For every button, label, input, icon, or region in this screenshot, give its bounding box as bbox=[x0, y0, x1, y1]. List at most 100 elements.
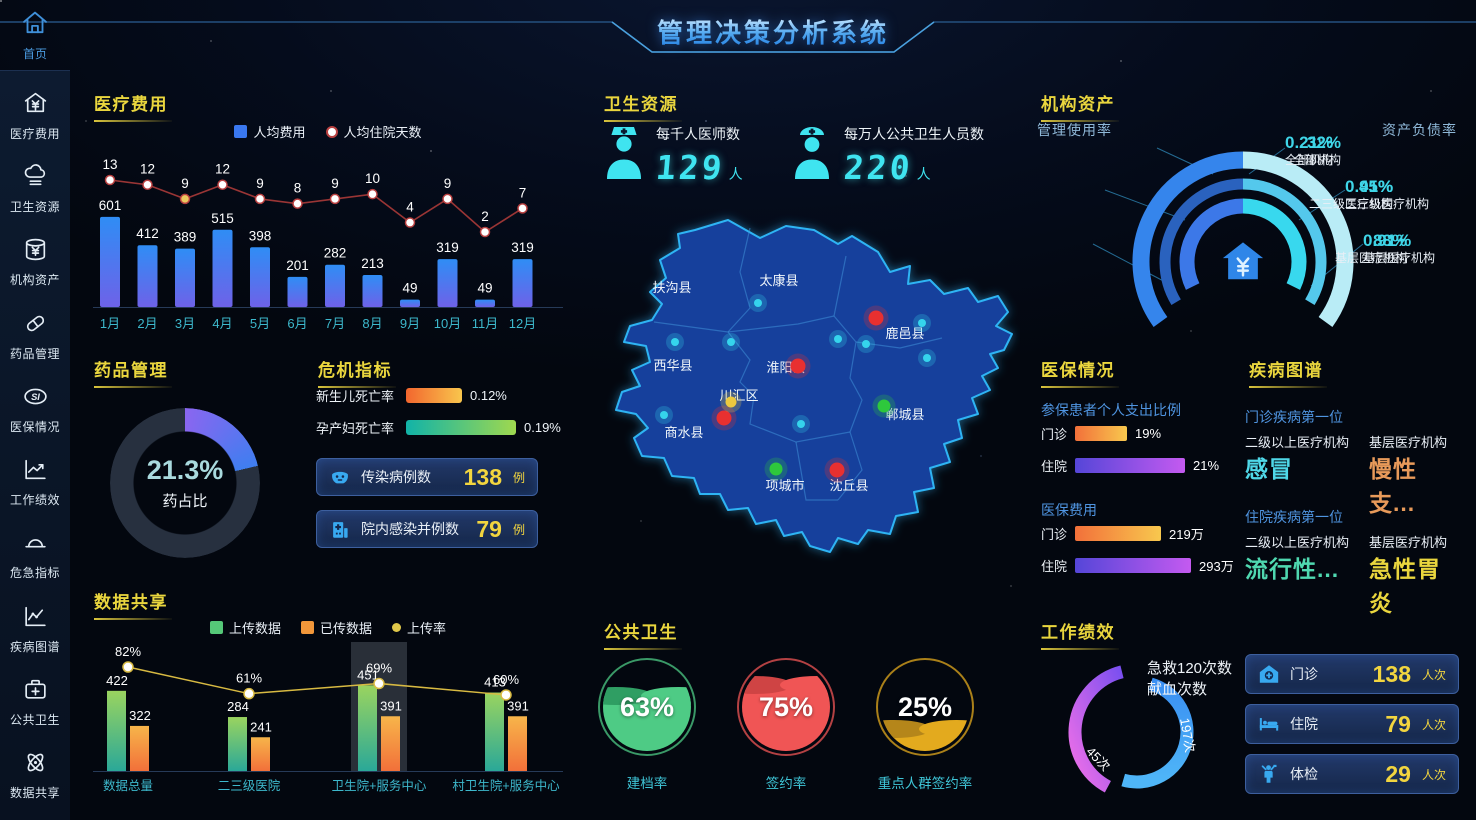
line-point-3月[interactable] bbox=[179, 193, 191, 205]
line-point-8月[interactable] bbox=[367, 188, 378, 200]
line-point-11月[interactable] bbox=[479, 226, 491, 238]
map-marker-cyan-0[interactable] bbox=[754, 299, 762, 307]
sidebar-item-4[interactable]: SI 医保情况 bbox=[0, 383, 70, 435]
arc-急救120次数[interactable] bbox=[1068, 665, 1124, 793]
crisis-card-1[interactable]: 院内感染并例数 79 例 bbox=[316, 510, 538, 548]
panel-org-assets: 机构资产 管理使用率 资产负债率 32% 全部机构 45% 二三级医疗机构 88% 基层医… bbox=[1035, 86, 1461, 346]
bar-upload-2[interactable] bbox=[358, 685, 377, 771]
data-share-chart[interactable]: 422322数据总量284241二三级医院451391卫生院+服务中心41339… bbox=[93, 638, 563, 812]
drug-ratio-donut[interactable] bbox=[110, 408, 260, 558]
bar-2月[interactable] bbox=[137, 245, 158, 307]
map-marker-cyan-5[interactable] bbox=[918, 319, 926, 327]
perf-card-0[interactable]: 门诊 138 人次 bbox=[1245, 654, 1459, 694]
assets-right-title: 资产负债率 bbox=[1382, 122, 1457, 138]
line-point-9月[interactable] bbox=[404, 217, 416, 228]
legend-item-line[interactable]: 人均住院天数 bbox=[325, 122, 422, 141]
map-marker-red-3[interactable] bbox=[829, 462, 845, 478]
map-marker-cyan-8[interactable] bbox=[797, 420, 805, 428]
legend-item-line[interactable]: 上传率 bbox=[392, 618, 446, 637]
legend-swatch bbox=[300, 621, 314, 634]
legend-item-1[interactable]: 已传数据 bbox=[300, 618, 372, 637]
work-performance-legend: 急救120次数 献血次数 bbox=[1147, 658, 1232, 700]
assets-item-label: 全部机构 bbox=[1285, 153, 1334, 168]
assets-gauge-chart[interactable] bbox=[1035, 94, 1461, 346]
map-marker-red-1[interactable] bbox=[790, 358, 806, 374]
line-point-2月[interactable] bbox=[142, 179, 153, 190]
bar-upload-1[interactable] bbox=[228, 717, 247, 771]
bar-1月[interactable] bbox=[100, 216, 120, 307]
bar-5月[interactable] bbox=[250, 247, 270, 307]
sidebar-item-1[interactable]: 卫生资源 bbox=[0, 163, 70, 215]
panel-medical-fee: 医疗费用 人均费用 人均住院天数 601 1月 412 2月 389 3月 515 4月 398 5… bbox=[88, 86, 568, 342]
map-marker-red-0[interactable] bbox=[868, 310, 884, 326]
bar-transferred-3[interactable] bbox=[508, 716, 527, 771]
sidebar-item-3[interactable]: 药品管理 bbox=[0, 310, 70, 362]
county-border-5 bbox=[855, 337, 943, 349]
medical-fee-chart[interactable]: 6011月4122月3893月5154月3985月2016月2827月2138月… bbox=[93, 138, 563, 340]
rate-point-0[interactable] bbox=[122, 661, 134, 673]
map-marker-cyan-4[interactable] bbox=[862, 340, 870, 348]
panel-health-resource: 卫生资源 每千人医师数 129 人每万人公共卫生人员数 220 人 bbox=[598, 86, 1028, 202]
rate-point-3[interactable] bbox=[500, 689, 512, 701]
bar-11月[interactable] bbox=[475, 299, 495, 307]
sidebar-item-2[interactable]: 机构资产 bbox=[0, 236, 70, 288]
bar-upload-0[interactable] bbox=[107, 690, 126, 771]
bar-6月[interactable] bbox=[287, 276, 308, 307]
sidebar-item-7[interactable]: 疾病图谱 bbox=[0, 603, 70, 655]
sidebar-item-5[interactable]: 工作绩效 bbox=[0, 456, 70, 508]
line-point-6月[interactable] bbox=[292, 198, 303, 209]
map-marker-green-0[interactable] bbox=[877, 399, 891, 413]
legend-item-bar[interactable]: 人均费用 bbox=[234, 122, 306, 141]
rate-point-2[interactable] bbox=[373, 677, 385, 690]
crisis-card-0[interactable]: 传染病例数 138 例 bbox=[316, 458, 538, 496]
bar-transferred-0[interactable] bbox=[130, 725, 149, 771]
line-point-5月[interactable] bbox=[254, 193, 266, 205]
map-marker-cyan-2[interactable] bbox=[727, 338, 735, 346]
legend-item-0[interactable]: 上传数据 bbox=[209, 618, 281, 637]
card-label: 住院 bbox=[1290, 716, 1318, 732]
chart-text: 8月 bbox=[362, 316, 382, 331]
map-marker-cyan-1[interactable] bbox=[671, 338, 679, 346]
map-marker-yellow-0[interactable] bbox=[725, 396, 737, 408]
line-point-7月[interactable] bbox=[329, 193, 341, 205]
bar-8月[interactable] bbox=[362, 275, 383, 307]
bar-7月[interactable] bbox=[325, 264, 345, 307]
bar-12月[interactable] bbox=[512, 259, 533, 307]
panel-work-performance: 工作绩效 45次 197次 急救120次数 献血次数 门诊 138 人次 住院 79 人次 体检… bbox=[1035, 614, 1461, 816]
arc-outer-left bbox=[1132, 151, 1244, 327]
line-point-1月[interactable] bbox=[104, 174, 116, 186]
perf-card-2[interactable]: 体检 29 人次 bbox=[1245, 754, 1459, 794]
map-marker-red-2[interactable] bbox=[716, 410, 732, 426]
assets-item-value: 0.21% bbox=[1285, 133, 1334, 152]
map-marker-cyan-3[interactable] bbox=[834, 335, 842, 343]
bar-transferred-1[interactable] bbox=[251, 737, 270, 771]
map-label-郸城县: 郸城县 bbox=[885, 407, 924, 422]
map-marker-cyan-7[interactable] bbox=[660, 411, 668, 419]
chart-text: 284 bbox=[227, 699, 249, 714]
bar-transferred-2[interactable] bbox=[381, 716, 400, 771]
line-point-4月[interactable] bbox=[217, 179, 228, 190]
arc-献血次数[interactable] bbox=[1121, 677, 1194, 789]
bar-4月[interactable] bbox=[212, 229, 233, 307]
map-marker-cyan-6[interactable] bbox=[923, 354, 931, 362]
map-region-outline[interactable] bbox=[615, 219, 1013, 553]
medicare-row-value: 19% bbox=[1135, 426, 1162, 441]
bar-9月[interactable] bbox=[400, 299, 420, 307]
bar-upload-3[interactable] bbox=[485, 692, 504, 771]
line-point-12月[interactable] bbox=[517, 203, 528, 214]
sidebar-item-6[interactable]: 危急指标 bbox=[0, 529, 70, 581]
rate-point-1[interactable] bbox=[243, 687, 255, 700]
disease-top-value: 流行性... bbox=[1245, 556, 1340, 582]
sidebar-item-0[interactable]: 医疗费用 bbox=[0, 90, 70, 142]
sidebar-item-home[interactable]: 首页 bbox=[6, 8, 64, 62]
sidebar-item-9[interactable]: 数据共享 bbox=[0, 749, 70, 801]
bar-3月[interactable] bbox=[175, 248, 195, 307]
perf-card-1[interactable]: 住院 79 人次 bbox=[1245, 704, 1459, 744]
map-marker-green-1[interactable] bbox=[769, 462, 783, 476]
sidebar-item-8[interactable]: 公共卫生 bbox=[0, 676, 70, 728]
bar-10月[interactable] bbox=[437, 259, 458, 307]
region-map[interactable]: 扶沟县 太康县 鹿邑县 西华县 淮阳县 川汇区 商水县 郸城县 项城市 沈丘县 bbox=[600, 200, 1020, 592]
line-point-10月[interactable] bbox=[442, 193, 453, 205]
